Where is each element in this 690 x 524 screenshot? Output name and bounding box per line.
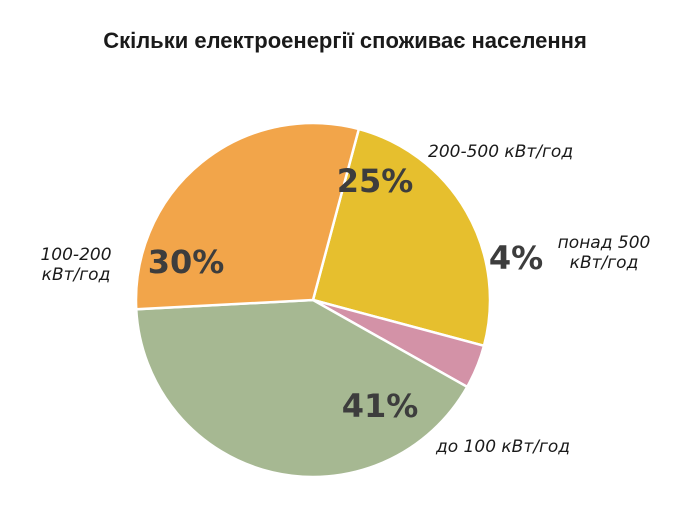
slice-category-label: 200-500 кВт/год bbox=[428, 142, 573, 162]
chart-title: Скільки електроенергії споживає населенн… bbox=[103, 28, 587, 53]
pie-slice bbox=[134, 298, 469, 479]
slice-percent-label: 30% bbox=[148, 243, 225, 281]
slice-category-label: понад 500 bbox=[558, 233, 651, 253]
pie-slice bbox=[311, 127, 492, 348]
slice-category-label: до 100 кВт/год bbox=[435, 437, 570, 457]
slice-category-label: кВт/год bbox=[570, 253, 639, 273]
slice-percent-label: 4% bbox=[489, 239, 543, 277]
slice-category-label: 100-200 bbox=[40, 245, 111, 265]
pie-slice bbox=[134, 121, 361, 311]
slice-percent-label: 25% bbox=[337, 162, 414, 200]
slice-percent-label: 41% bbox=[342, 387, 419, 425]
slice-category-label: кВт/год bbox=[42, 265, 111, 285]
